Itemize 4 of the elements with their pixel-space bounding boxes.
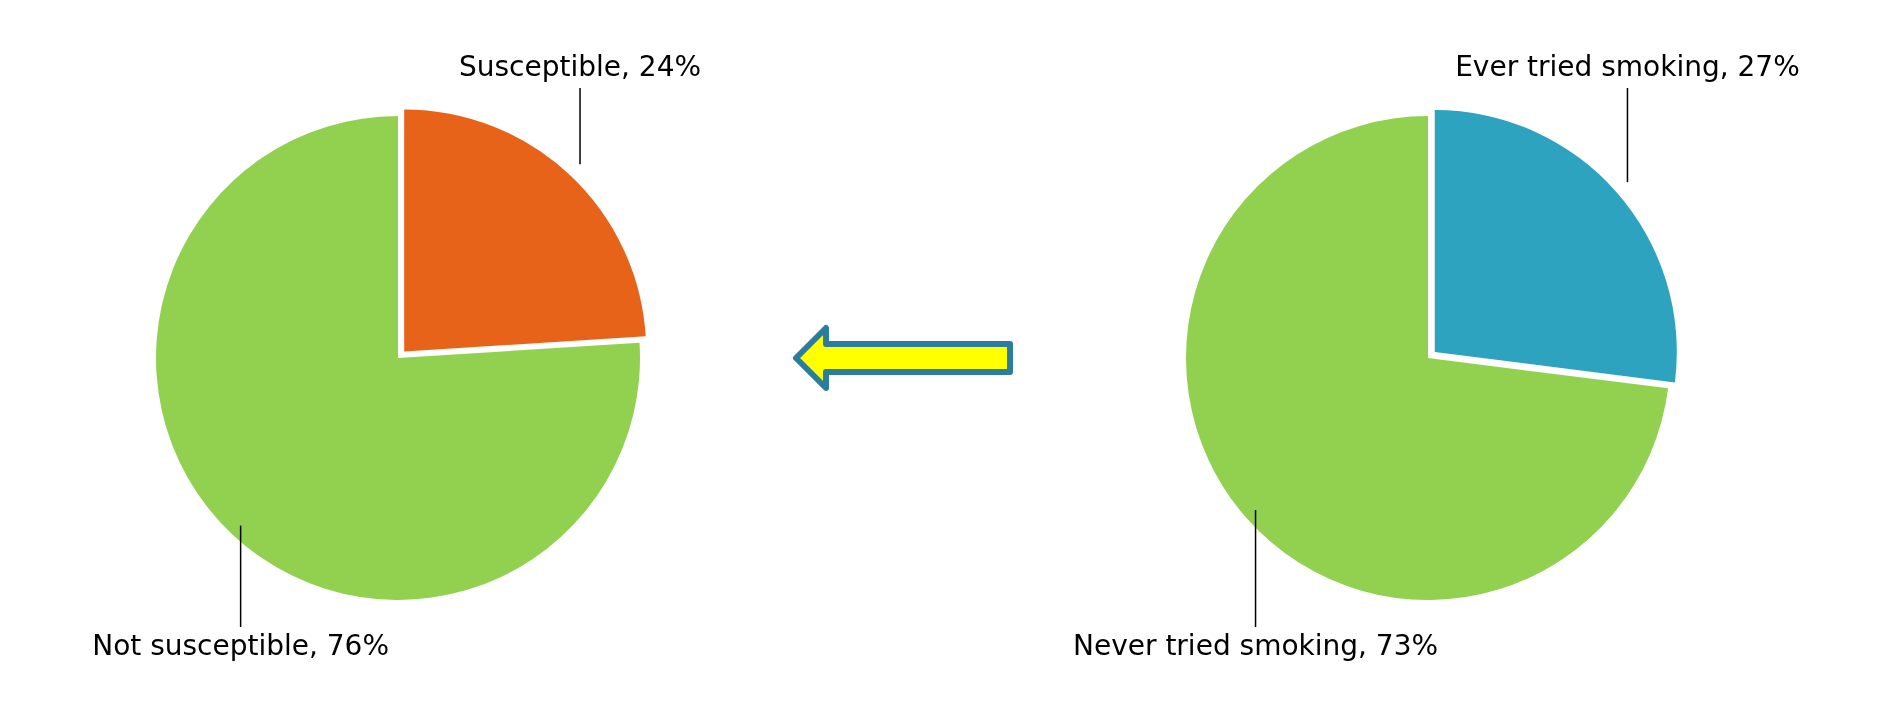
slice-label: Ever tried smoking, 27% [1455, 50, 1800, 83]
slice-label: Not susceptible, 76% [92, 629, 390, 662]
slice-label: Susceptible, 24% [458, 50, 702, 83]
slice-label: Never tried smoking, 73% [1073, 629, 1439, 662]
